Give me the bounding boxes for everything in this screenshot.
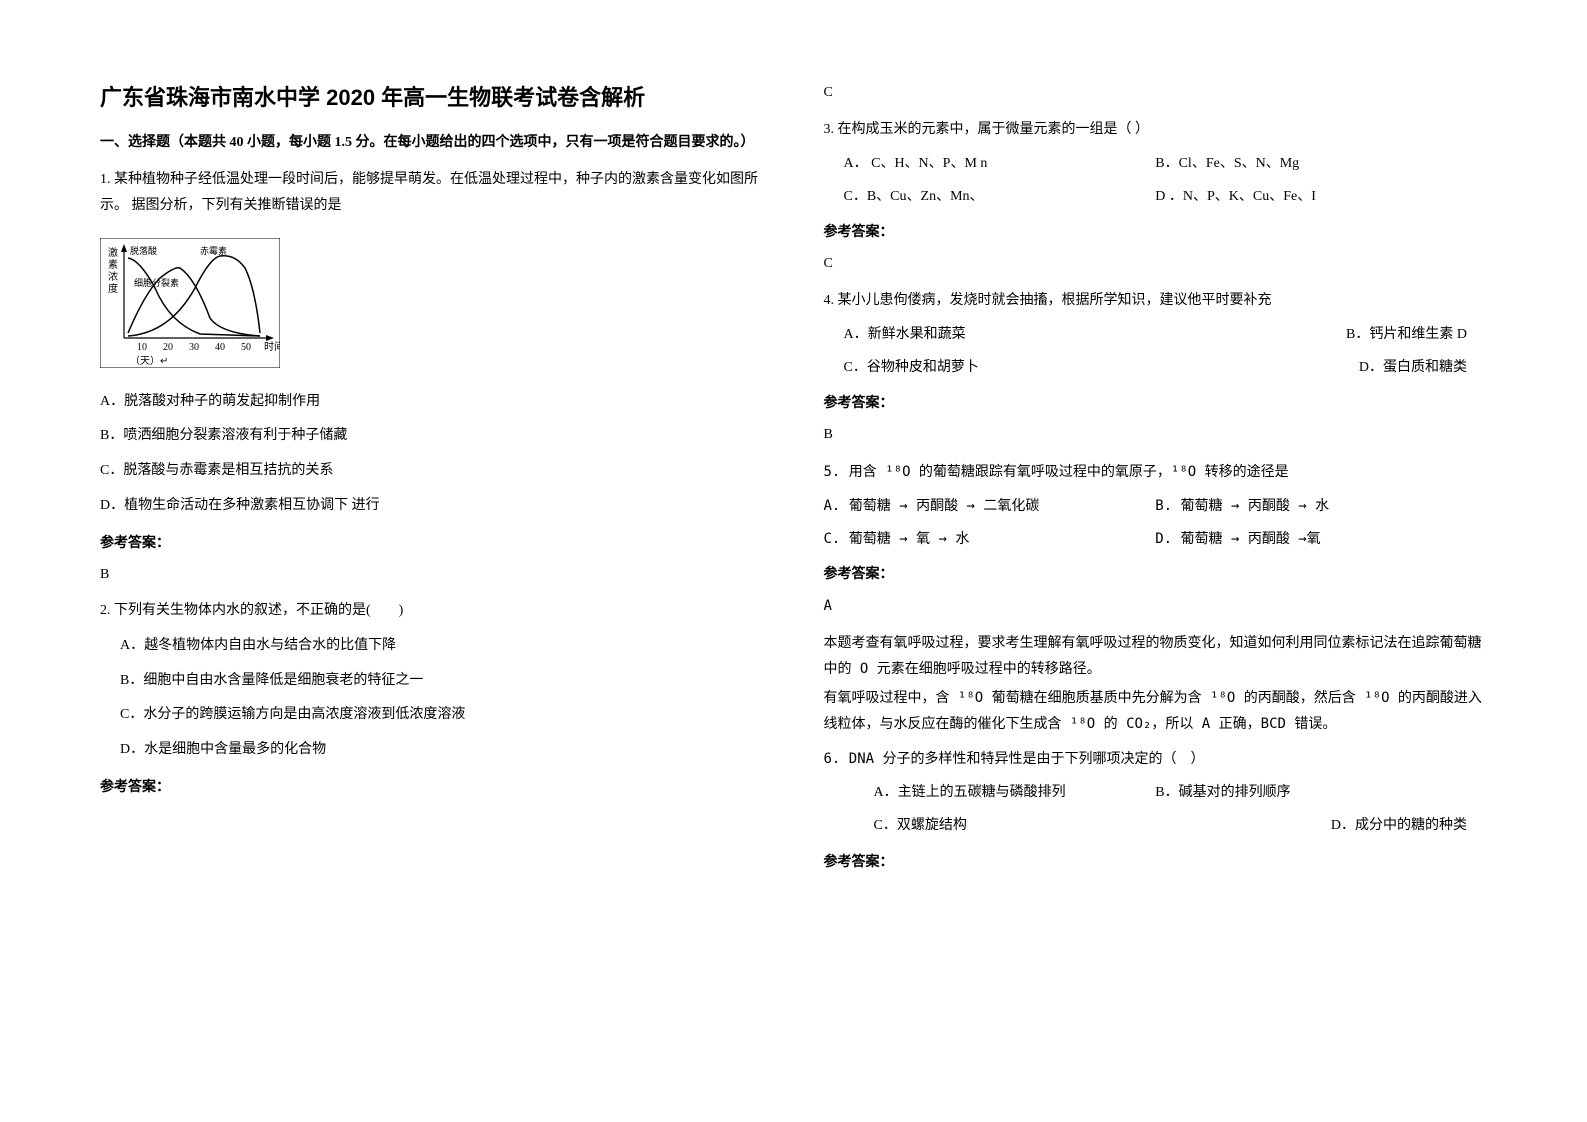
q3-optA: A． C、H、N、P、M n xyxy=(824,151,1156,178)
q5-optB: B. 葡萄糖 → 丙酮酸 → 水 xyxy=(1155,493,1487,520)
svg-text:素: 素 xyxy=(108,258,118,271)
svg-text:40: 40 xyxy=(215,342,225,353)
q5-ans-label: 参考答案： xyxy=(824,562,1488,589)
q6-row1: A．主链上的五碳糖与磷酸排列 B．碱基对的排列顺序 xyxy=(824,780,1488,807)
svg-text:（天）↵: （天）↵ xyxy=(130,355,168,367)
q5-explain2: 有氧呼吸过程中，含 ¹⁸O 葡萄糖在细胞质基质中先分解为含 ¹⁸O 的丙酮酸，然… xyxy=(824,685,1488,738)
q2-optC: C．水分子的跨膜运输方向是由高浓度溶液到低浓度溶液 xyxy=(100,702,764,729)
q1-optD: D．植物生命活动在多种激素相互协调下 进行 xyxy=(100,493,764,520)
q1-ans-label: 参考答案： xyxy=(100,531,764,558)
q3-optB: B．Cl、Fe、S、N、Mg xyxy=(1155,151,1487,178)
q2-ans-label: 参考答案： xyxy=(100,775,764,802)
q4-optD: D．蛋白质和糖类 xyxy=(1155,355,1487,382)
page-title: 广东省珠海市南水中学 2020 年高一生物联考试卷含解析 xyxy=(100,80,764,112)
section-heading: 一、选择题（本题共 40 小题，每小题 1.5 分。在每小题给出的四个选项中，只… xyxy=(100,130,764,157)
q4-optA: A．新鲜水果和蔬菜 xyxy=(824,322,1156,349)
q4-stem: 4. 某小儿患佝偻病，发烧时就会抽搐，根据所学知识，建议他平时要补充 xyxy=(824,288,1488,315)
q2-ans: C xyxy=(824,80,1488,107)
q5-row2: C. 葡萄糖 → 氧 → 水 D. 葡萄糖 → 丙酮酸 →氧 xyxy=(824,526,1488,553)
right-column: C 3. 在构成玉米的元素中，属于微量元素的一组是（ ） A． C、H、N、P、… xyxy=(824,80,1488,1082)
q1-optA: A．脱落酸对种子的萌发起抑制作用 xyxy=(100,389,764,416)
q6-optA: A．主链上的五碳糖与磷酸排列 xyxy=(824,780,1156,807)
svg-text:10: 10 xyxy=(137,342,147,353)
q3-ans-label: 参考答案： xyxy=(824,220,1488,247)
q2-stem: 2. 下列有关生物体内水的叙述，不正确的是( ) xyxy=(100,598,764,625)
q5-optD: D. 葡萄糖 → 丙酮酸 →氧 xyxy=(1155,526,1487,553)
q6-optB: B．碱基对的排列顺序 xyxy=(1155,780,1487,807)
svg-text:30: 30 xyxy=(189,342,199,353)
svg-text:时间: 时间 xyxy=(264,340,280,353)
svg-text:赤霉素: 赤霉素 xyxy=(200,245,227,256)
q4-row1: A．新鲜水果和蔬菜 B．钙片和维生素 D xyxy=(824,322,1488,349)
svg-text:细胞分裂素: 细胞分裂素 xyxy=(134,277,179,288)
q3-row2: C．B、Cu、Zn、Mn、 D ．N、P、K、Cu、Fe、I xyxy=(824,184,1488,211)
q3-optD: D ．N、P、K、Cu、Fe、I xyxy=(1155,184,1487,211)
q5-ans: A xyxy=(824,593,1488,620)
q3-ans: C xyxy=(824,251,1488,278)
q6-ans-label: 参考答案： xyxy=(824,850,1488,877)
q5-stem: 5. 用含 ¹⁸O 的葡萄糖跟踪有氧呼吸过程中的氧原子，¹⁸O 转移的途径是 xyxy=(824,459,1488,486)
svg-text:浓: 浓 xyxy=(108,271,118,283)
q5-optA: A. 葡萄糖 → 丙酮酸 → 二氧化碳 xyxy=(824,493,1156,520)
q2-optB: B．细胞中自由水含量降低是细胞衰老的特征之一 xyxy=(100,668,764,695)
svg-text:脱落酸: 脱落酸 xyxy=(130,245,157,256)
q2-optA: A．越冬植物体内自由水与结合水的比值下降 xyxy=(100,633,764,660)
q1-optC: C．脱落酸与赤霉素是相互拮抗的关系 xyxy=(100,458,764,485)
q3-optC: C．B、Cu、Zn、Mn、 xyxy=(824,184,1156,211)
q4-row2: C．谷物种皮和胡萝卜 D．蛋白质和糖类 xyxy=(824,355,1488,382)
hormone-chart: 激 素 浓 度 脱落酸 细胞分裂素 赤霉素 10 20 30 40 50 xyxy=(100,238,764,373)
q5-optC: C. 葡萄糖 → 氧 → 水 xyxy=(824,526,1156,553)
left-column: 广东省珠海市南水中学 2020 年高一生物联考试卷含解析 一、选择题（本题共 4… xyxy=(100,80,764,1082)
q1-optB: B．喷洒细胞分裂素溶液有利于种子储藏 xyxy=(100,423,764,450)
q4-optB: B．钙片和维生素 D xyxy=(1155,322,1487,349)
q4-ans: B xyxy=(824,422,1488,449)
q6-optC: C．双螺旋结构 xyxy=(824,813,1156,840)
q4-optC: C．谷物种皮和胡萝卜 xyxy=(824,355,1156,382)
q6-stem: 6. DNA 分子的多样性和特异性是由于下列哪项决定的（ ） xyxy=(824,746,1488,773)
q5-explain1: 本题考查有氧呼吸过程，要求考生理解有氧呼吸过程的物质变化，知道如何利用同位素标记… xyxy=(824,630,1488,683)
q5-row1: A. 葡萄糖 → 丙酮酸 → 二氧化碳 B. 葡萄糖 → 丙酮酸 → 水 xyxy=(824,493,1488,520)
q1-stem: 1. 某种植物种子经低温处理一段时间后，能够提早萌发。在低温处理过程中，种子内的… xyxy=(100,167,764,220)
q6-row2: C．双螺旋结构 D．成分中的糖的种类 xyxy=(824,813,1488,840)
q3-stem: 3. 在构成玉米的元素中，属于微量元素的一组是（ ） xyxy=(824,117,1488,144)
q4-ans-label: 参考答案： xyxy=(824,391,1488,418)
q2-optD: D．水是细胞中含量最多的化合物 xyxy=(100,737,764,764)
q3-row1: A． C、H、N、P、M n B．Cl、Fe、S、N、Mg xyxy=(824,151,1488,178)
svg-text:50: 50 xyxy=(241,342,251,353)
q6-optD: D．成分中的糖的种类 xyxy=(1155,813,1487,840)
q1-ans: B xyxy=(100,562,764,589)
svg-text:激: 激 xyxy=(108,246,118,259)
svg-text:度: 度 xyxy=(108,282,118,295)
svg-text:20: 20 xyxy=(163,342,173,353)
